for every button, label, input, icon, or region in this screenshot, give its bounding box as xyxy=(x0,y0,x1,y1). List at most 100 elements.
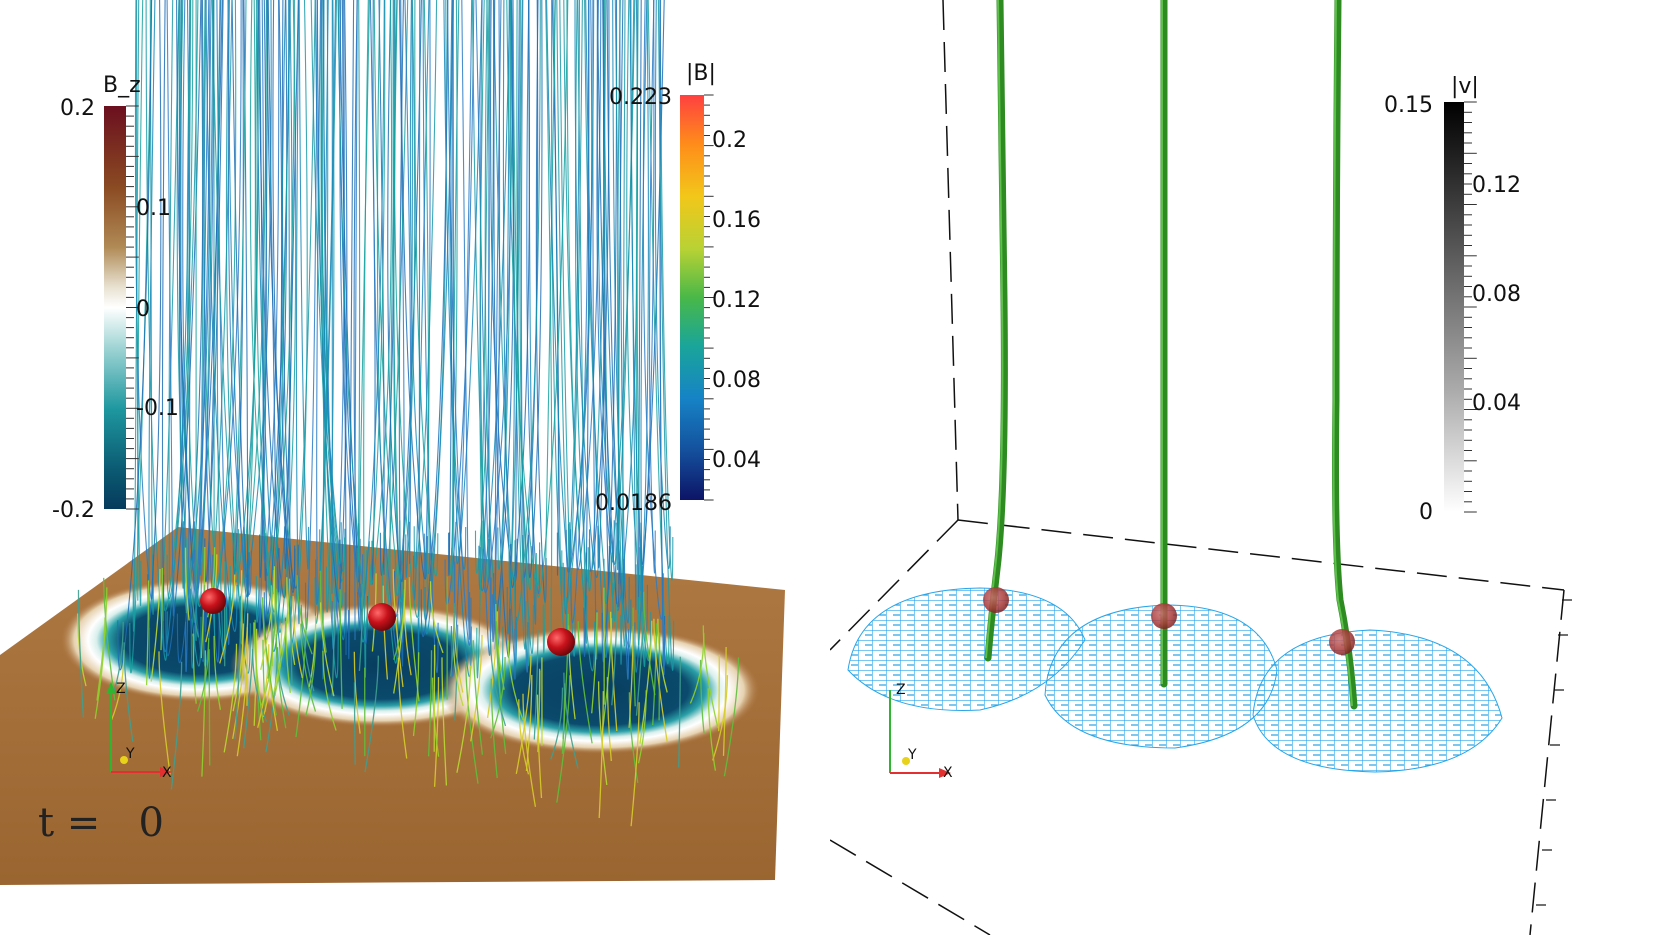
field-line xyxy=(450,0,473,677)
surface-field-line xyxy=(393,579,406,694)
surface-field-line xyxy=(632,607,636,707)
red-sphere-1 xyxy=(983,587,1009,613)
z-axis-label: Z xyxy=(896,682,906,698)
surface-field-line xyxy=(170,661,183,790)
field-line xyxy=(176,0,206,662)
field-line xyxy=(565,0,593,573)
field-line xyxy=(393,0,420,618)
surface-field-line xyxy=(450,603,455,677)
box-edge-front xyxy=(830,839,991,935)
surface-field-line xyxy=(441,657,448,786)
colorbar-bz-tick-1: 0.1 xyxy=(136,196,171,221)
surface-field-line xyxy=(652,623,658,726)
colorbar-bz: B_z 0.2 0.1 0 -0.1 -0.2 xyxy=(52,73,179,523)
field-line xyxy=(476,0,490,679)
field-line xyxy=(400,0,428,580)
field-line xyxy=(508,0,521,589)
y-axis-label: Y xyxy=(907,747,917,763)
field-line xyxy=(526,0,541,595)
surface-field-line xyxy=(495,621,503,713)
field-line xyxy=(149,0,154,615)
field-line xyxy=(451,0,460,593)
field-line xyxy=(259,0,267,578)
field-line xyxy=(551,0,559,576)
surface-field-line xyxy=(707,688,717,771)
surface-field-line xyxy=(643,591,656,696)
colorbar-b-tick-1: 0.16 xyxy=(712,208,761,233)
surface-field-line xyxy=(184,547,190,621)
surface-field-line xyxy=(611,604,618,706)
field-line xyxy=(596,0,615,563)
surface-field-line xyxy=(556,675,571,803)
surface-field-line xyxy=(658,632,661,721)
colorbar-b-title: |B| xyxy=(686,61,716,86)
field-line xyxy=(165,0,202,657)
colorbar-v-tick-1: 0.08 xyxy=(1472,282,1521,307)
y-axis-dot xyxy=(902,757,910,765)
colorbar-v-tick-2: 0.04 xyxy=(1472,391,1521,416)
tube-1 xyxy=(984,0,1008,662)
surface-field-line xyxy=(489,638,507,727)
red-sphere-2 xyxy=(1151,603,1177,629)
field-line xyxy=(422,0,439,673)
surface-field-line xyxy=(712,675,729,761)
field-line xyxy=(657,0,675,671)
surface-field-line xyxy=(722,646,727,756)
magnetic-field-panel[interactable]: B_z 0.2 0.1 0 -0.1 -0.2 |B| 0.223 0.2 0.… xyxy=(0,0,830,935)
field-line xyxy=(514,0,541,623)
field-line xyxy=(211,0,239,572)
field-line xyxy=(166,0,199,600)
surface-field-line xyxy=(208,649,211,766)
field-line xyxy=(570,0,590,624)
field-line xyxy=(446,0,472,646)
colorbar-v-title: |v| xyxy=(1451,74,1479,99)
field-line xyxy=(512,0,532,591)
field-line xyxy=(348,0,355,660)
field-line xyxy=(323,0,346,641)
red-sphere-1 xyxy=(200,588,226,614)
field-line xyxy=(542,0,556,654)
x-axis-arrow xyxy=(939,768,951,778)
surface-field-line xyxy=(300,623,317,712)
surface-field-line xyxy=(550,687,564,760)
field-line xyxy=(148,0,156,679)
field-line xyxy=(227,0,249,598)
field-line xyxy=(354,0,358,641)
surface-field-line xyxy=(427,650,433,757)
field-line xyxy=(592,0,598,660)
field-line xyxy=(614,0,620,571)
velocity-render: |v| 0.15 0.12 0.08 0.04 0 Z Y X xyxy=(830,0,1572,935)
axes-triad: Z Y X xyxy=(106,681,172,781)
box-edge-left-bottom xyxy=(830,519,959,651)
field-line xyxy=(528,0,537,625)
surface-field-line xyxy=(454,624,459,721)
surface-field-line xyxy=(610,611,618,732)
surface-field-line xyxy=(160,567,163,651)
colorbar-b-tick-0: 0.2 xyxy=(712,128,747,153)
field-line xyxy=(443,0,472,677)
field-line xyxy=(359,0,385,612)
surface-field-line xyxy=(189,557,200,638)
field-line xyxy=(659,0,674,581)
surface-field-line xyxy=(103,577,116,701)
field-line xyxy=(620,0,626,665)
velocity-panel[interactable]: |v| 0.15 0.12 0.08 0.04 0 Z Y X xyxy=(830,0,1661,935)
surface-field-line xyxy=(319,602,335,697)
velocity-tubes xyxy=(984,0,1358,710)
field-line xyxy=(373,0,404,603)
field-line xyxy=(213,0,216,641)
field-line xyxy=(262,0,280,563)
surface-field-line xyxy=(158,651,171,775)
z-axis-arrow xyxy=(106,682,116,694)
field-line xyxy=(488,0,492,625)
field-line xyxy=(634,0,649,673)
surface-field-line xyxy=(518,699,530,775)
surface-field-line xyxy=(150,568,161,682)
surface-field-line xyxy=(577,621,593,744)
surface-field-line xyxy=(657,618,668,693)
field-line xyxy=(654,0,671,569)
colorbar-bz-tick-2: 0 xyxy=(136,297,150,322)
box-edge-back-left xyxy=(942,0,959,521)
surface-field-line xyxy=(192,633,197,704)
surface-field-line xyxy=(507,640,524,721)
